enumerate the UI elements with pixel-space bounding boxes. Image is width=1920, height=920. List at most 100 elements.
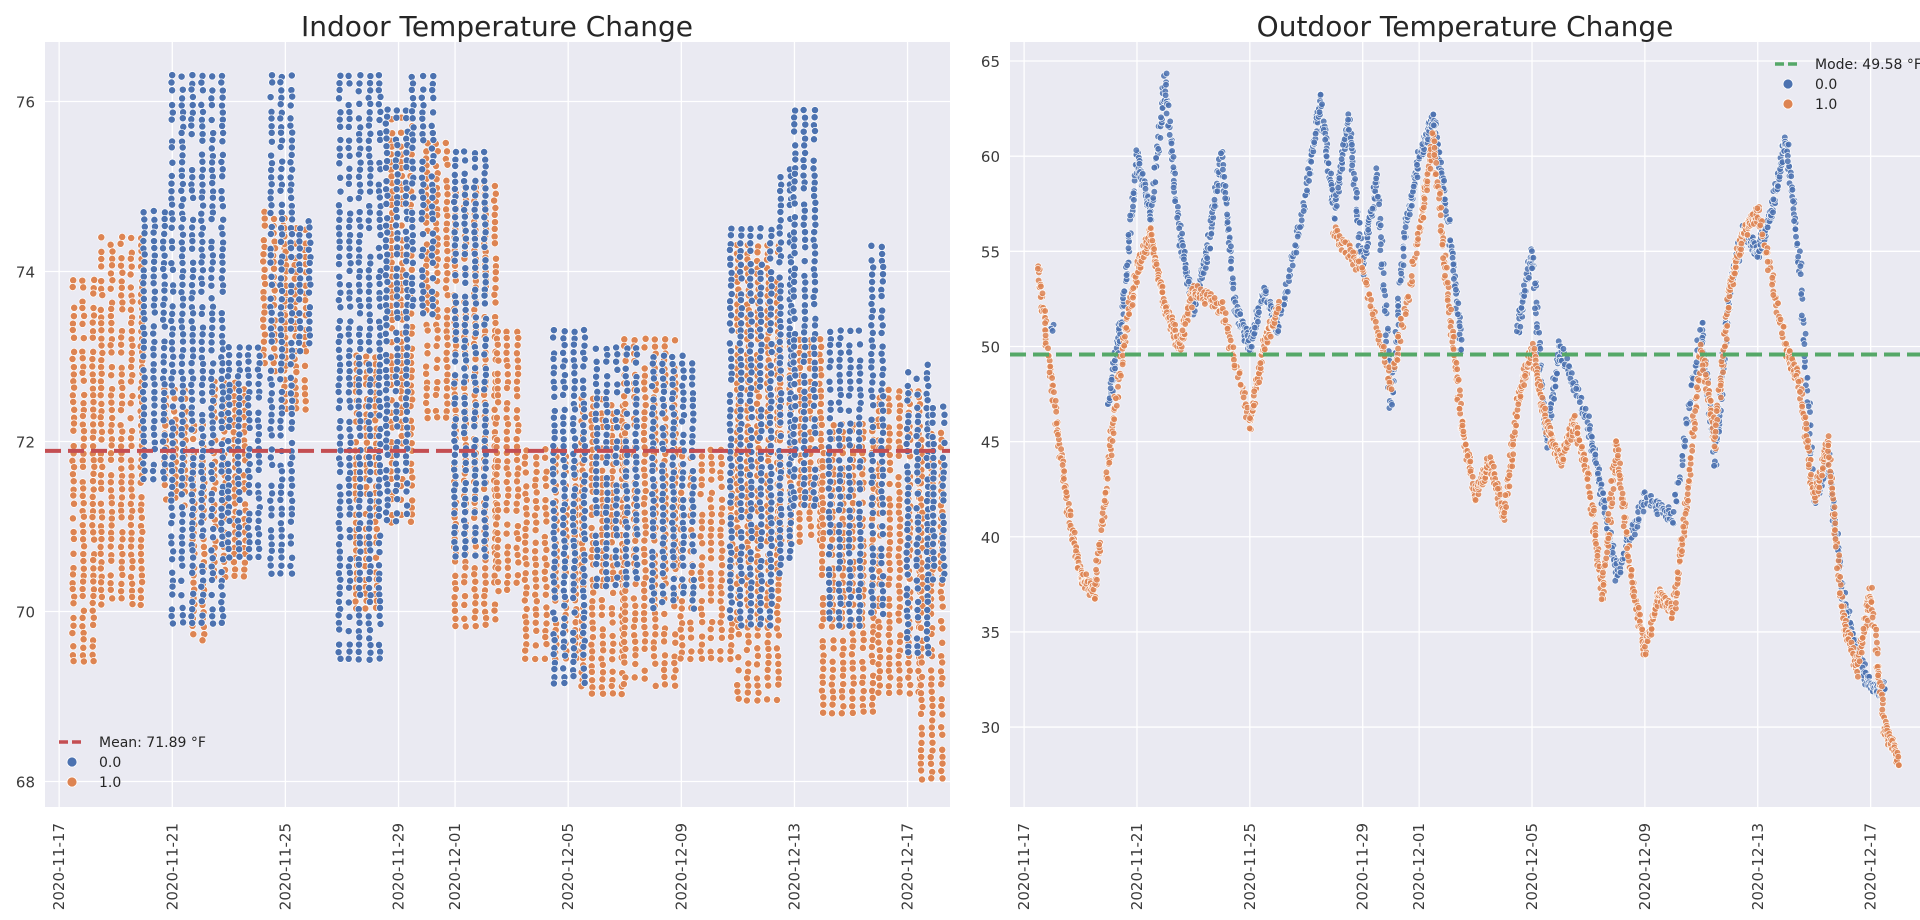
data-point bbox=[443, 356, 450, 363]
data-point bbox=[717, 656, 724, 663]
data-point bbox=[356, 469, 363, 476]
data-point bbox=[621, 638, 628, 645]
data-point bbox=[461, 486, 468, 493]
data-point bbox=[494, 370, 501, 377]
data-point bbox=[98, 320, 105, 327]
data-point bbox=[198, 598, 205, 605]
data-point bbox=[169, 109, 176, 116]
data-point bbox=[127, 271, 134, 278]
data-point bbox=[90, 290, 97, 297]
data-point bbox=[288, 439, 295, 446]
data-point bbox=[481, 480, 488, 487]
data-point bbox=[451, 607, 458, 614]
data-point bbox=[859, 679, 866, 686]
data-point bbox=[462, 480, 469, 487]
data-point bbox=[179, 246, 186, 253]
data-point bbox=[775, 595, 782, 602]
data-point bbox=[236, 387, 243, 394]
data-point bbox=[543, 468, 550, 475]
data-point bbox=[461, 243, 468, 250]
data-point bbox=[650, 653, 657, 660]
data-point bbox=[592, 532, 599, 539]
data-point bbox=[580, 422, 587, 429]
data-point bbox=[356, 461, 363, 468]
data-point bbox=[180, 347, 187, 354]
data-point bbox=[268, 152, 275, 159]
data-point bbox=[118, 334, 125, 341]
data-point bbox=[268, 432, 275, 439]
data-point bbox=[491, 211, 498, 218]
data-point bbox=[219, 592, 226, 599]
data-point bbox=[107, 450, 114, 457]
data-point bbox=[376, 389, 383, 396]
data-point bbox=[419, 115, 426, 122]
data-point bbox=[289, 497, 296, 504]
data-point bbox=[367, 325, 374, 332]
data-point bbox=[169, 556, 176, 563]
data-point bbox=[70, 364, 77, 371]
data-point bbox=[210, 397, 217, 404]
data-point bbox=[209, 505, 216, 512]
data-point bbox=[289, 454, 296, 461]
data-point bbox=[407, 518, 414, 525]
data-point bbox=[443, 414, 450, 421]
data-point bbox=[571, 385, 578, 392]
data-point bbox=[392, 388, 399, 395]
data-point bbox=[929, 709, 936, 716]
data-point bbox=[169, 440, 176, 447]
data-point bbox=[367, 260, 374, 267]
data-point bbox=[886, 467, 893, 474]
data-point bbox=[939, 625, 946, 632]
data-point bbox=[365, 217, 372, 224]
data-point bbox=[79, 586, 86, 593]
data-point bbox=[346, 80, 353, 87]
data-point bbox=[119, 384, 126, 391]
data-point bbox=[727, 656, 734, 663]
data-point bbox=[346, 223, 353, 230]
data-point bbox=[495, 507, 502, 514]
data-point bbox=[819, 543, 826, 550]
data-point bbox=[376, 295, 383, 302]
data-point bbox=[580, 593, 587, 600]
data-point bbox=[905, 674, 912, 681]
data-point bbox=[849, 630, 856, 637]
data-point bbox=[550, 478, 557, 485]
data-point bbox=[560, 665, 567, 672]
data-point bbox=[200, 202, 207, 209]
data-point bbox=[352, 598, 359, 605]
data-point bbox=[707, 634, 714, 641]
data-point bbox=[297, 348, 304, 355]
data-point bbox=[819, 565, 826, 572]
data-point bbox=[179, 518, 186, 525]
data-point bbox=[179, 302, 186, 309]
data-point bbox=[717, 648, 724, 655]
data-point bbox=[551, 535, 558, 542]
data-point bbox=[141, 452, 148, 459]
data-point bbox=[860, 665, 867, 672]
data-point bbox=[366, 656, 373, 663]
data-point bbox=[366, 627, 373, 634]
data-point bbox=[875, 632, 882, 639]
data-point bbox=[117, 422, 124, 429]
data-point bbox=[245, 524, 252, 531]
data-point bbox=[198, 425, 205, 432]
data-point bbox=[561, 328, 568, 335]
data-point bbox=[376, 361, 383, 368]
data-point bbox=[267, 252, 274, 259]
data-point bbox=[90, 557, 97, 564]
data-point bbox=[117, 262, 124, 269]
data-point bbox=[718, 461, 725, 468]
data-point bbox=[200, 591, 207, 598]
data-point bbox=[687, 619, 694, 626]
data-point bbox=[408, 280, 415, 287]
data-point bbox=[268, 72, 275, 79]
data-point bbox=[383, 287, 390, 294]
data-point bbox=[443, 226, 450, 233]
data-point bbox=[79, 623, 86, 630]
data-point bbox=[472, 608, 479, 615]
data-point bbox=[337, 72, 344, 79]
data-point bbox=[140, 209, 147, 216]
data-point bbox=[632, 652, 639, 659]
data-point bbox=[218, 599, 225, 606]
data-point bbox=[515, 559, 522, 566]
